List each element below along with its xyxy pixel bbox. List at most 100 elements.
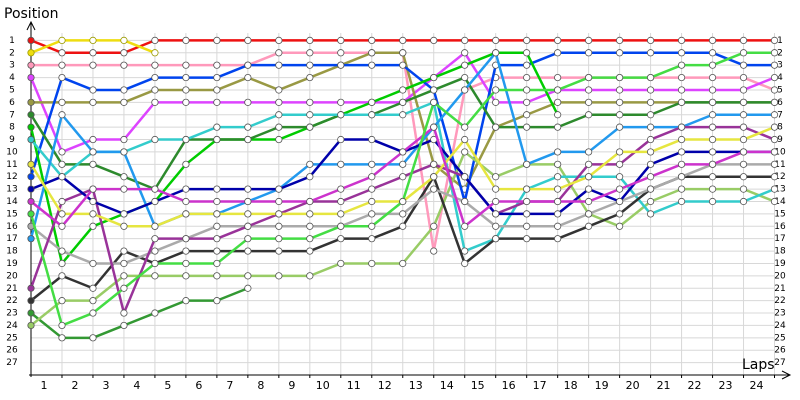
- position-dot: [770, 148, 779, 156]
- position-dot: [275, 123, 283, 131]
- position-dot: [399, 148, 407, 156]
- position-dot: [120, 247, 128, 255]
- position-dot: [523, 235, 531, 243]
- position-dot: [151, 235, 159, 243]
- position-dot: [523, 111, 531, 119]
- position-dot: [461, 222, 469, 230]
- y-tick-label: 22: [6, 296, 17, 306]
- position-dot: [554, 148, 562, 156]
- position-dot: [306, 36, 314, 44]
- position-dot: [430, 160, 438, 168]
- position-dot: [337, 98, 345, 106]
- position-dot: [213, 36, 221, 44]
- position-dot: [275, 36, 283, 44]
- position-dot: [616, 98, 624, 106]
- position-dot: [213, 222, 221, 230]
- position-dot: [461, 197, 469, 206]
- position-dot: [58, 173, 66, 181]
- y-tick-label: 14: [6, 197, 18, 207]
- y-axis-arrow: [26, 20, 36, 31]
- y-tick-label: 2: [9, 48, 15, 58]
- position-dot: [120, 272, 128, 280]
- position-dot: [585, 49, 593, 57]
- position-dot: [275, 235, 283, 243]
- y-tick-label: 4: [9, 73, 15, 83]
- position-dot: [585, 148, 593, 156]
- position-dot: [244, 135, 252, 144]
- y-tick-label-right: 9: [777, 135, 783, 145]
- y-tick-label: 7: [9, 110, 15, 120]
- position-dot: [337, 61, 345, 69]
- position-dot: [739, 123, 748, 131]
- position-dot: [430, 36, 438, 44]
- position-dot: [120, 185, 128, 193]
- y-tick-label: 27: [6, 358, 17, 368]
- position-dot: [739, 148, 748, 156]
- y-tick-label: 18: [6, 247, 18, 257]
- y-tick-label-right: 7: [777, 110, 783, 120]
- x-tick-label: 21: [657, 379, 671, 392]
- position-dot: [27, 197, 35, 206]
- position-dot: [554, 111, 562, 119]
- position-dot: [708, 73, 717, 82]
- position-dot: [275, 49, 283, 57]
- position-dot: [646, 210, 655, 218]
- position-dot: [461, 86, 469, 94]
- x-tick-label: 8: [257, 379, 264, 392]
- position-dot: [213, 61, 221, 69]
- position-dot: [554, 185, 562, 193]
- position-dot: [89, 309, 97, 317]
- position-dot: [677, 86, 686, 94]
- position-dot: [770, 160, 779, 168]
- position-dot: [585, 86, 593, 94]
- position-dot: [27, 73, 35, 82]
- position-dot: [120, 173, 128, 181]
- position-dot: [616, 160, 624, 168]
- position-dot: [213, 235, 221, 243]
- position-dot: [585, 36, 593, 44]
- position-dot: [120, 98, 128, 106]
- position-dot: [89, 135, 97, 144]
- position-dot: [554, 173, 562, 181]
- y-tick-label: 20: [6, 271, 18, 281]
- position-dot: [182, 86, 190, 94]
- position-dot: [492, 235, 500, 243]
- y-tick-label: 13: [6, 185, 17, 195]
- position-dot: [492, 185, 500, 193]
- position-dot: [89, 297, 97, 305]
- position-dot: [677, 123, 686, 131]
- position-dot: [368, 210, 376, 218]
- position-dot: [151, 222, 159, 230]
- position-dot: [708, 135, 717, 144]
- y-tick-label-right: 2: [777, 48, 783, 58]
- position-dot: [244, 73, 252, 82]
- position-dot: [244, 284, 252, 292]
- position-dot: [616, 86, 624, 94]
- position-dot: [461, 148, 469, 156]
- position-dot: [182, 259, 190, 268]
- position-dot: [430, 222, 438, 230]
- position-dot: [585, 98, 593, 106]
- x-tick-label: 2: [71, 379, 78, 392]
- position-dot: [337, 36, 345, 44]
- position-dot: [275, 61, 283, 69]
- position-dot: [708, 86, 717, 94]
- position-dot: [523, 197, 531, 206]
- position-dot: [182, 297, 190, 305]
- position-dot: [120, 222, 128, 230]
- position-dot: [58, 36, 66, 44]
- y-tick-label-right: 27: [774, 358, 785, 368]
- y-tick-label: 26: [6, 346, 18, 356]
- position-dot: [739, 111, 748, 119]
- position-dot: [368, 61, 376, 69]
- position-dot: [461, 61, 469, 69]
- position-dot: [306, 61, 314, 69]
- position-dot: [120, 49, 128, 57]
- y-tick-label: 8: [9, 123, 15, 133]
- x-tick-label: 23: [719, 379, 733, 392]
- position-dot: [89, 98, 97, 106]
- position-dot: [492, 222, 500, 230]
- y-tick-label-right: 6: [777, 98, 783, 108]
- position-dot: [677, 185, 686, 193]
- position-dot: [739, 135, 748, 144]
